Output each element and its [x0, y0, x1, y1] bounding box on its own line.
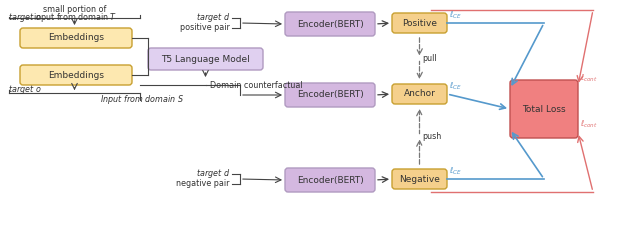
Text: target $d$: target $d$	[196, 168, 230, 180]
Text: negative pair: negative pair	[177, 179, 230, 189]
Text: $\ell_{CE}$: $\ell_{CE}$	[449, 165, 462, 177]
Text: $\ell_{CE}$: $\ell_{CE}$	[449, 80, 462, 92]
FancyBboxPatch shape	[285, 168, 375, 192]
Text: $\ell_{CE}$: $\ell_{CE}$	[449, 10, 462, 21]
Text: Total Loss: Total Loss	[522, 105, 566, 113]
Text: Negative: Negative	[399, 175, 440, 183]
Text: target $d$: target $d$	[196, 11, 230, 25]
FancyBboxPatch shape	[285, 12, 375, 36]
FancyBboxPatch shape	[392, 13, 447, 33]
Text: T5 Language Model: T5 Language Model	[161, 55, 250, 63]
Text: Encoder(BERT): Encoder(BERT)	[296, 19, 364, 29]
FancyBboxPatch shape	[510, 80, 578, 138]
Text: push: push	[422, 132, 442, 141]
Text: $\ell_{cont}$: $\ell_{cont}$	[580, 72, 598, 84]
Text: Input from domain $S$: Input from domain $S$	[100, 94, 184, 106]
FancyBboxPatch shape	[392, 169, 447, 189]
FancyBboxPatch shape	[20, 65, 132, 85]
Text: Embeddings: Embeddings	[48, 33, 104, 43]
Text: Embeddings: Embeddings	[48, 70, 104, 80]
FancyBboxPatch shape	[285, 83, 375, 107]
Text: pull: pull	[422, 54, 437, 63]
Text: small portion of: small portion of	[44, 5, 107, 14]
Text: target $o$: target $o$	[8, 84, 42, 96]
Text: Encoder(BERT): Encoder(BERT)	[296, 91, 364, 99]
Text: Positive: Positive	[402, 18, 437, 28]
Text: Anchor: Anchor	[404, 89, 435, 99]
FancyBboxPatch shape	[392, 84, 447, 104]
Text: input from domain $T$: input from domain $T$	[33, 11, 117, 24]
Text: Encoder(BERT): Encoder(BERT)	[296, 176, 364, 184]
Text: positive pair: positive pair	[180, 23, 230, 33]
FancyBboxPatch shape	[20, 28, 132, 48]
FancyBboxPatch shape	[148, 48, 263, 70]
Text: target $o$: target $o$	[8, 11, 42, 23]
Text: $\ell_{cont}$: $\ell_{cont}$	[580, 119, 598, 130]
Text: Domain counterfactual: Domain counterfactual	[211, 80, 303, 89]
